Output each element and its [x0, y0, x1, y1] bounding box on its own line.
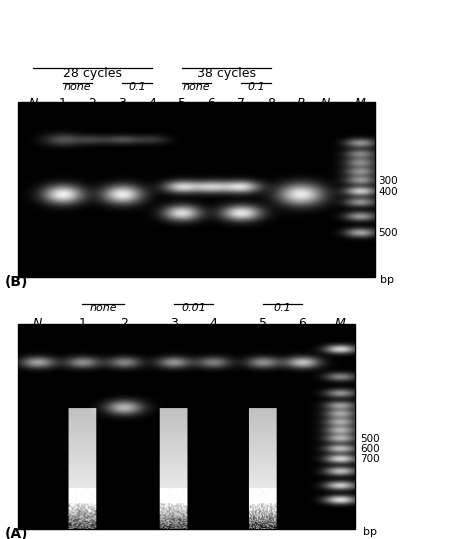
Text: 400: 400 [378, 186, 398, 197]
Text: 500: 500 [360, 434, 380, 444]
Text: bp: bp [380, 275, 394, 285]
Text: 2: 2 [120, 317, 128, 330]
Bar [18, 102, 375, 277]
Text: 4: 4 [209, 317, 217, 330]
Text: (B): (B) [5, 275, 28, 289]
Text: none: none [183, 82, 210, 92]
Text: none: none [64, 82, 91, 92]
Text: 1: 1 [79, 317, 86, 330]
Text: 38 cycles: 38 cycles [197, 67, 256, 80]
Text: none: none [89, 303, 117, 313]
Text: M: M [355, 97, 365, 110]
Text: N: N [321, 97, 330, 110]
Text: 5: 5 [178, 97, 186, 110]
Text: 2: 2 [89, 97, 96, 110]
Text: 6: 6 [299, 317, 306, 330]
Text: 8: 8 [267, 97, 275, 110]
Text: 700: 700 [360, 454, 380, 464]
Text: 0.1: 0.1 [128, 82, 146, 92]
Text: 3: 3 [170, 317, 178, 330]
Text: 4: 4 [148, 97, 156, 110]
Text: 6: 6 [207, 97, 215, 110]
Text: N: N [33, 317, 43, 330]
Bar [18, 324, 355, 529]
Text: 3: 3 [118, 97, 126, 110]
Text: 1: 1 [59, 97, 67, 110]
Text: 300: 300 [378, 176, 398, 186]
Text: bp: bp [363, 527, 377, 537]
Text: 0.1: 0.1 [274, 303, 291, 313]
Text: 600: 600 [360, 444, 380, 454]
Text: 0.1: 0.1 [247, 82, 265, 92]
Text: N: N [28, 97, 38, 110]
Text: 500: 500 [378, 228, 398, 238]
Text: 28 cycles: 28 cycles [63, 67, 122, 80]
Text: P: P [297, 97, 304, 110]
Text: (A): (A) [5, 527, 29, 539]
Text: 7: 7 [237, 97, 245, 110]
Text: M: M [335, 317, 345, 330]
Text: 0.01: 0.01 [181, 303, 206, 313]
Text: 5: 5 [259, 317, 267, 330]
